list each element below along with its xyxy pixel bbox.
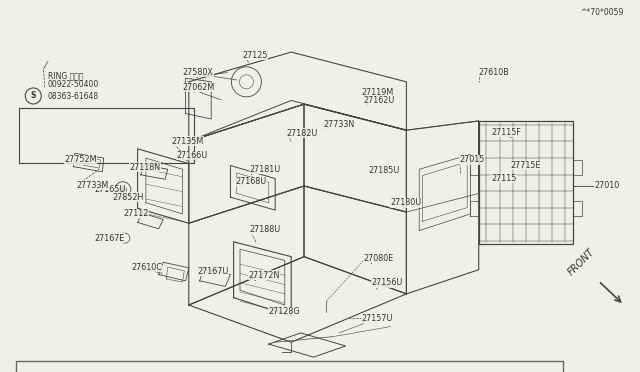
Text: 27125: 27125: [242, 51, 268, 60]
Text: 27172N: 27172N: [248, 271, 280, 280]
Text: 27080E: 27080E: [364, 254, 394, 263]
Text: 27167E: 27167E: [95, 234, 125, 243]
Bar: [16, 361, 563, 372]
Text: 27156U: 27156U: [371, 278, 403, 287]
Text: 27752M: 27752M: [64, 155, 97, 164]
Text: S: S: [31, 92, 36, 100]
Text: 27118N: 27118N: [129, 163, 161, 172]
Text: 27733M: 27733M: [77, 181, 109, 190]
Text: 27115: 27115: [492, 174, 517, 183]
Text: 27112: 27112: [123, 209, 148, 218]
Text: 27162U: 27162U: [364, 96, 395, 105]
Text: 27181U: 27181U: [250, 165, 281, 174]
Text: 27610C: 27610C: [131, 263, 162, 272]
Text: 27115F: 27115F: [492, 128, 522, 137]
Text: 27580X: 27580X: [182, 68, 213, 77]
Text: 27610B: 27610B: [479, 68, 509, 77]
Text: 08363-61648: 08363-61648: [48, 92, 99, 101]
Text: 27182U: 27182U: [287, 129, 318, 138]
Text: 27135M: 27135M: [172, 137, 204, 146]
Text: 27168U: 27168U: [236, 177, 267, 186]
Text: 27188U: 27188U: [250, 225, 281, 234]
Text: FRONT: FRONT: [566, 247, 596, 278]
Text: 27157U: 27157U: [362, 314, 393, 323]
Text: 27128G: 27128G: [269, 307, 300, 316]
Text: 27165U: 27165U: [95, 185, 126, 194]
Text: 27166U: 27166U: [176, 151, 207, 160]
Text: RING リング: RING リング: [48, 72, 83, 81]
Text: 27180U: 27180U: [390, 198, 422, 207]
Text: 27119M: 27119M: [362, 88, 394, 97]
Text: 27852H: 27852H: [112, 193, 143, 202]
Text: 27185U: 27185U: [368, 166, 399, 175]
Text: 27010: 27010: [594, 182, 619, 190]
Text: 27015: 27015: [460, 155, 485, 164]
Text: 27733N: 27733N: [323, 120, 355, 129]
Circle shape: [120, 186, 126, 193]
Bar: [19, 108, 194, 163]
Text: 00922-50400: 00922-50400: [48, 80, 99, 89]
Text: 27062M: 27062M: [182, 83, 214, 92]
Text: 27167U: 27167U: [197, 267, 228, 276]
Text: 27715E: 27715E: [511, 161, 541, 170]
Text: ^*70*0059: ^*70*0059: [580, 8, 624, 17]
